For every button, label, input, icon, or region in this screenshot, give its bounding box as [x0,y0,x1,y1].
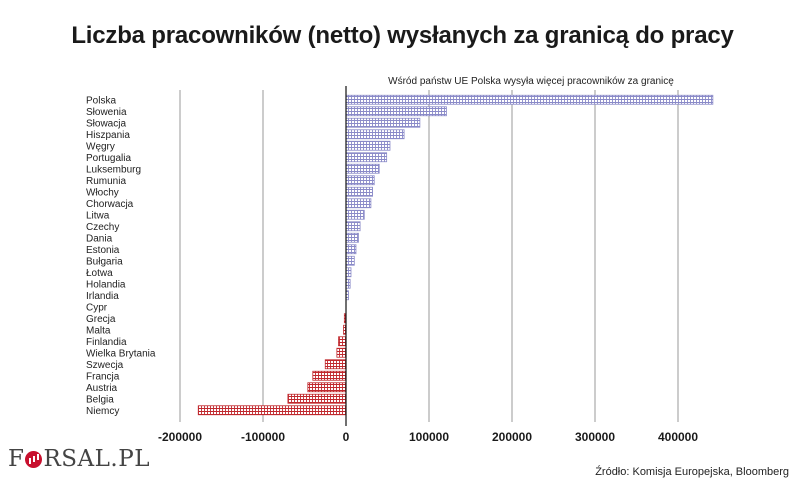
bar-holandia [345,278,351,289]
category-label: Irlandia [86,291,119,302]
x-tick-label: 400000 [658,430,698,444]
bar-polska [345,94,714,105]
category-label: Włochy [86,187,119,198]
category-labels: PolskaSłoweniaSłowacjaHiszpaniaWęgryPort… [86,95,156,417]
bar-dania [345,232,359,243]
bar-niemcy [197,405,347,416]
x-tick-labels: -200000 -100000 0 100000 200000 300000 400000 [158,430,698,444]
bar-bułgaria [345,255,355,266]
bar-finlandia [338,336,347,347]
bar-austria [307,382,347,393]
bar-luksemburg [345,163,380,174]
x-tick-label: 300000 [575,430,615,444]
category-label: Chorwacja [86,199,134,210]
category-label: Grecja [86,314,116,325]
x-tick-label: -200000 [158,430,202,444]
category-label: Finlandia [86,337,127,348]
forsal-logo: F RSAL.PL [8,446,150,472]
bar-belgia [287,393,347,404]
bar-hiszpania [345,129,405,140]
source-note: Źródło: Komisja Europejska, Bloomberg [595,466,789,478]
category-label: Portugalia [86,153,131,164]
x-tick-label: 100000 [409,430,449,444]
category-label: Słowenia [86,107,127,118]
category-label: Austria [86,383,118,394]
category-label: Belgia [86,394,114,405]
category-label: Szwecja [86,360,124,371]
chart-title: Liczba pracowników (netto) wysłanych za … [71,22,734,49]
bars [197,94,714,416]
bar-czechy [345,221,361,232]
logo-text-end: RSAL.PL [43,446,150,472]
category-label: Wielka Brytania [86,348,156,359]
category-label: Holandia [86,279,126,290]
logo-chart-icon [25,450,43,468]
chart-subtitle: Wśród państw UE Polska wysyła więcej pra… [388,76,674,87]
bar-węgry [345,140,391,151]
category-label: Łotwa [86,268,113,279]
gridlines [179,90,679,422]
x-tick-label: 0 [343,430,350,444]
category-label: Rumunia [86,176,126,187]
x-tick-label: 200000 [492,430,532,444]
category-label: Niemcy [86,406,119,417]
category-label: Czechy [86,222,119,233]
category-label: Słowacja [86,118,126,129]
category-label: Francja [86,371,120,382]
category-label: Dania [86,233,113,244]
category-label: Węgry [86,141,115,152]
bar-słowenia [345,106,447,117]
bar-chorwacja [345,198,372,209]
bar-łotwa [345,267,352,278]
bar-włochy [345,186,373,197]
logo-text-start: F [8,446,25,472]
category-label: Polska [86,95,116,106]
bar-litwa [345,209,365,220]
bar-portugalia [345,152,388,163]
category-label: Cypr [86,302,108,313]
bar-estonia [345,244,357,255]
bar-szwecja [324,359,347,370]
category-label: Luksemburg [86,164,141,175]
bar-wielka-brytania [336,347,347,358]
x-tick-label: -100000 [241,430,285,444]
category-label: Hiszpania [86,130,130,141]
category-label: Malta [86,325,111,336]
bar-rumunia [345,175,375,186]
category-label: Bułgaria [86,256,123,267]
category-label: Estonia [86,245,120,256]
bar-słowacja [345,117,421,128]
bar-francja [312,370,347,381]
category-label: Litwa [86,210,110,221]
